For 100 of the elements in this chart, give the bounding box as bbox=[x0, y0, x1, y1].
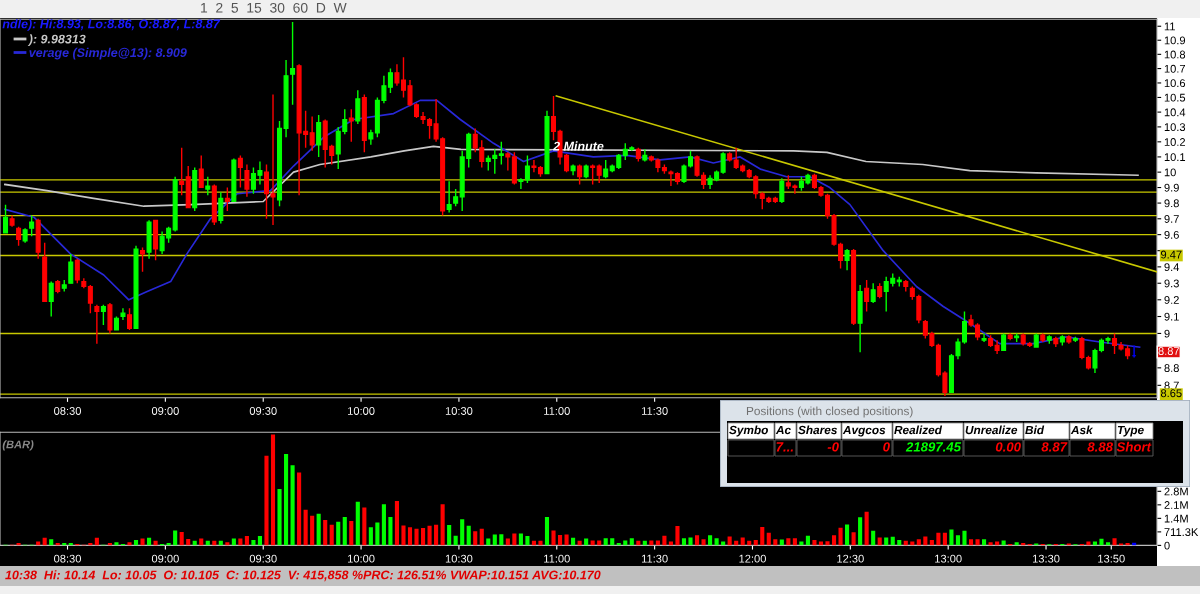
bar bbox=[792, 538, 797, 546]
bar bbox=[805, 535, 810, 546]
y-tick-label: 11 bbox=[1164, 22, 1175, 31]
x-tick-label: 13:50 bbox=[1098, 554, 1125, 563]
bar bbox=[851, 532, 856, 546]
bar bbox=[42, 537, 47, 546]
bar bbox=[381, 504, 386, 546]
bar bbox=[681, 538, 687, 546]
category-label: Ask bbox=[1070, 425, 1094, 435]
bar bbox=[329, 524, 334, 546]
bar bbox=[897, 540, 902, 546]
bar bbox=[147, 537, 152, 546]
text: (BAR) bbox=[2, 440, 34, 451]
text: 0.00 bbox=[995, 442, 1021, 452]
x-tick-label: 09:00 bbox=[151, 407, 179, 415]
bar bbox=[701, 539, 706, 546]
bar bbox=[499, 534, 504, 546]
x-tick-label: 09:30 bbox=[249, 554, 277, 563]
bar bbox=[473, 531, 478, 546]
bar bbox=[518, 533, 523, 546]
bar bbox=[929, 540, 934, 546]
candlestick bbox=[316, 114, 322, 158]
bar bbox=[342, 516, 347, 546]
bar bbox=[708, 535, 713, 546]
category-label: Avgcos bbox=[842, 425, 886, 437]
bar bbox=[1112, 538, 1117, 546]
bar bbox=[264, 455, 269, 546]
candlestick bbox=[224, 186, 230, 212]
candlestick bbox=[779, 177, 785, 204]
bar bbox=[244, 536, 249, 546]
bar bbox=[434, 524, 439, 546]
bar bbox=[942, 532, 947, 546]
candlestick bbox=[309, 115, 315, 152]
bar bbox=[440, 504, 445, 546]
candlestick bbox=[126, 307, 133, 331]
bar bbox=[375, 522, 380, 546]
category-label: Bid bbox=[1025, 425, 1045, 435]
x-tick-label: 12:00 bbox=[739, 554, 766, 563]
y-tick-label: 9.9 bbox=[1164, 183, 1179, 192]
ref-line-label: 8.65 bbox=[1160, 389, 1182, 398]
x-tick-label: 09:30 bbox=[249, 407, 277, 415]
y-tick-label: 9.1 bbox=[1164, 312, 1179, 321]
category-label: Realized bbox=[894, 425, 943, 435]
candlestick bbox=[498, 141, 504, 166]
candlestick bbox=[844, 248, 850, 271]
bar bbox=[675, 526, 680, 546]
text: 8.87 bbox=[1158, 347, 1180, 355]
bar bbox=[336, 521, 341, 546]
bar bbox=[949, 529, 954, 546]
candlestick bbox=[198, 154, 204, 189]
candlestick bbox=[505, 151, 511, 172]
bar bbox=[610, 538, 615, 546]
text: 1 2 5 15 30 60 D W bbox=[201, 2, 347, 13]
x-tick-label: 11:00 bbox=[544, 407, 570, 415]
bar bbox=[766, 532, 771, 546]
bar bbox=[890, 536, 895, 546]
candlestick bbox=[179, 147, 185, 196]
bar bbox=[277, 488, 282, 546]
bar bbox=[225, 542, 230, 546]
bar bbox=[140, 538, 145, 546]
bar bbox=[773, 539, 778, 546]
bar bbox=[368, 527, 373, 546]
bar bbox=[825, 541, 830, 546]
bar bbox=[323, 520, 328, 546]
y-tick-label: 9.3 bbox=[1164, 279, 1179, 288]
candlestick bbox=[205, 176, 211, 196]
bar bbox=[284, 453, 289, 546]
bar bbox=[962, 530, 967, 546]
bar bbox=[714, 538, 719, 546]
ref-line-label: 9.47 bbox=[1160, 250, 1182, 259]
bar bbox=[557, 534, 563, 546]
text: 8.88 bbox=[1087, 442, 1113, 452]
y-tick-label: 10.1 bbox=[1164, 153, 1186, 162]
bar bbox=[257, 536, 263, 546]
bar bbox=[655, 540, 660, 546]
bar bbox=[786, 538, 791, 546]
candlestick bbox=[720, 151, 726, 175]
bar bbox=[270, 434, 276, 546]
bar bbox=[49, 539, 54, 546]
bar bbox=[538, 540, 543, 546]
bar bbox=[414, 528, 419, 546]
bar bbox=[845, 524, 850, 546]
candlestick bbox=[120, 307, 126, 321]
text: 8.87 bbox=[1041, 442, 1068, 452]
y-tick-label: 10.8 bbox=[1164, 50, 1186, 59]
y-tick-label: 9.2 bbox=[1164, 296, 1179, 304]
candlestick bbox=[290, 21, 296, 106]
y-tick-label: 10.7 bbox=[1164, 64, 1186, 73]
bar bbox=[114, 542, 119, 546]
candlestick bbox=[864, 279, 870, 313]
bar bbox=[871, 530, 876, 546]
bar bbox=[597, 540, 602, 546]
candlestick bbox=[3, 203, 9, 234]
bar bbox=[603, 538, 608, 546]
bar bbox=[623, 540, 628, 546]
y-tick-label: 9 bbox=[1164, 329, 1170, 338]
bar bbox=[466, 525, 471, 546]
category-label: Symbo bbox=[729, 425, 768, 437]
bar bbox=[1105, 542, 1111, 546]
x-tick-label: 10:30 bbox=[445, 554, 473, 563]
